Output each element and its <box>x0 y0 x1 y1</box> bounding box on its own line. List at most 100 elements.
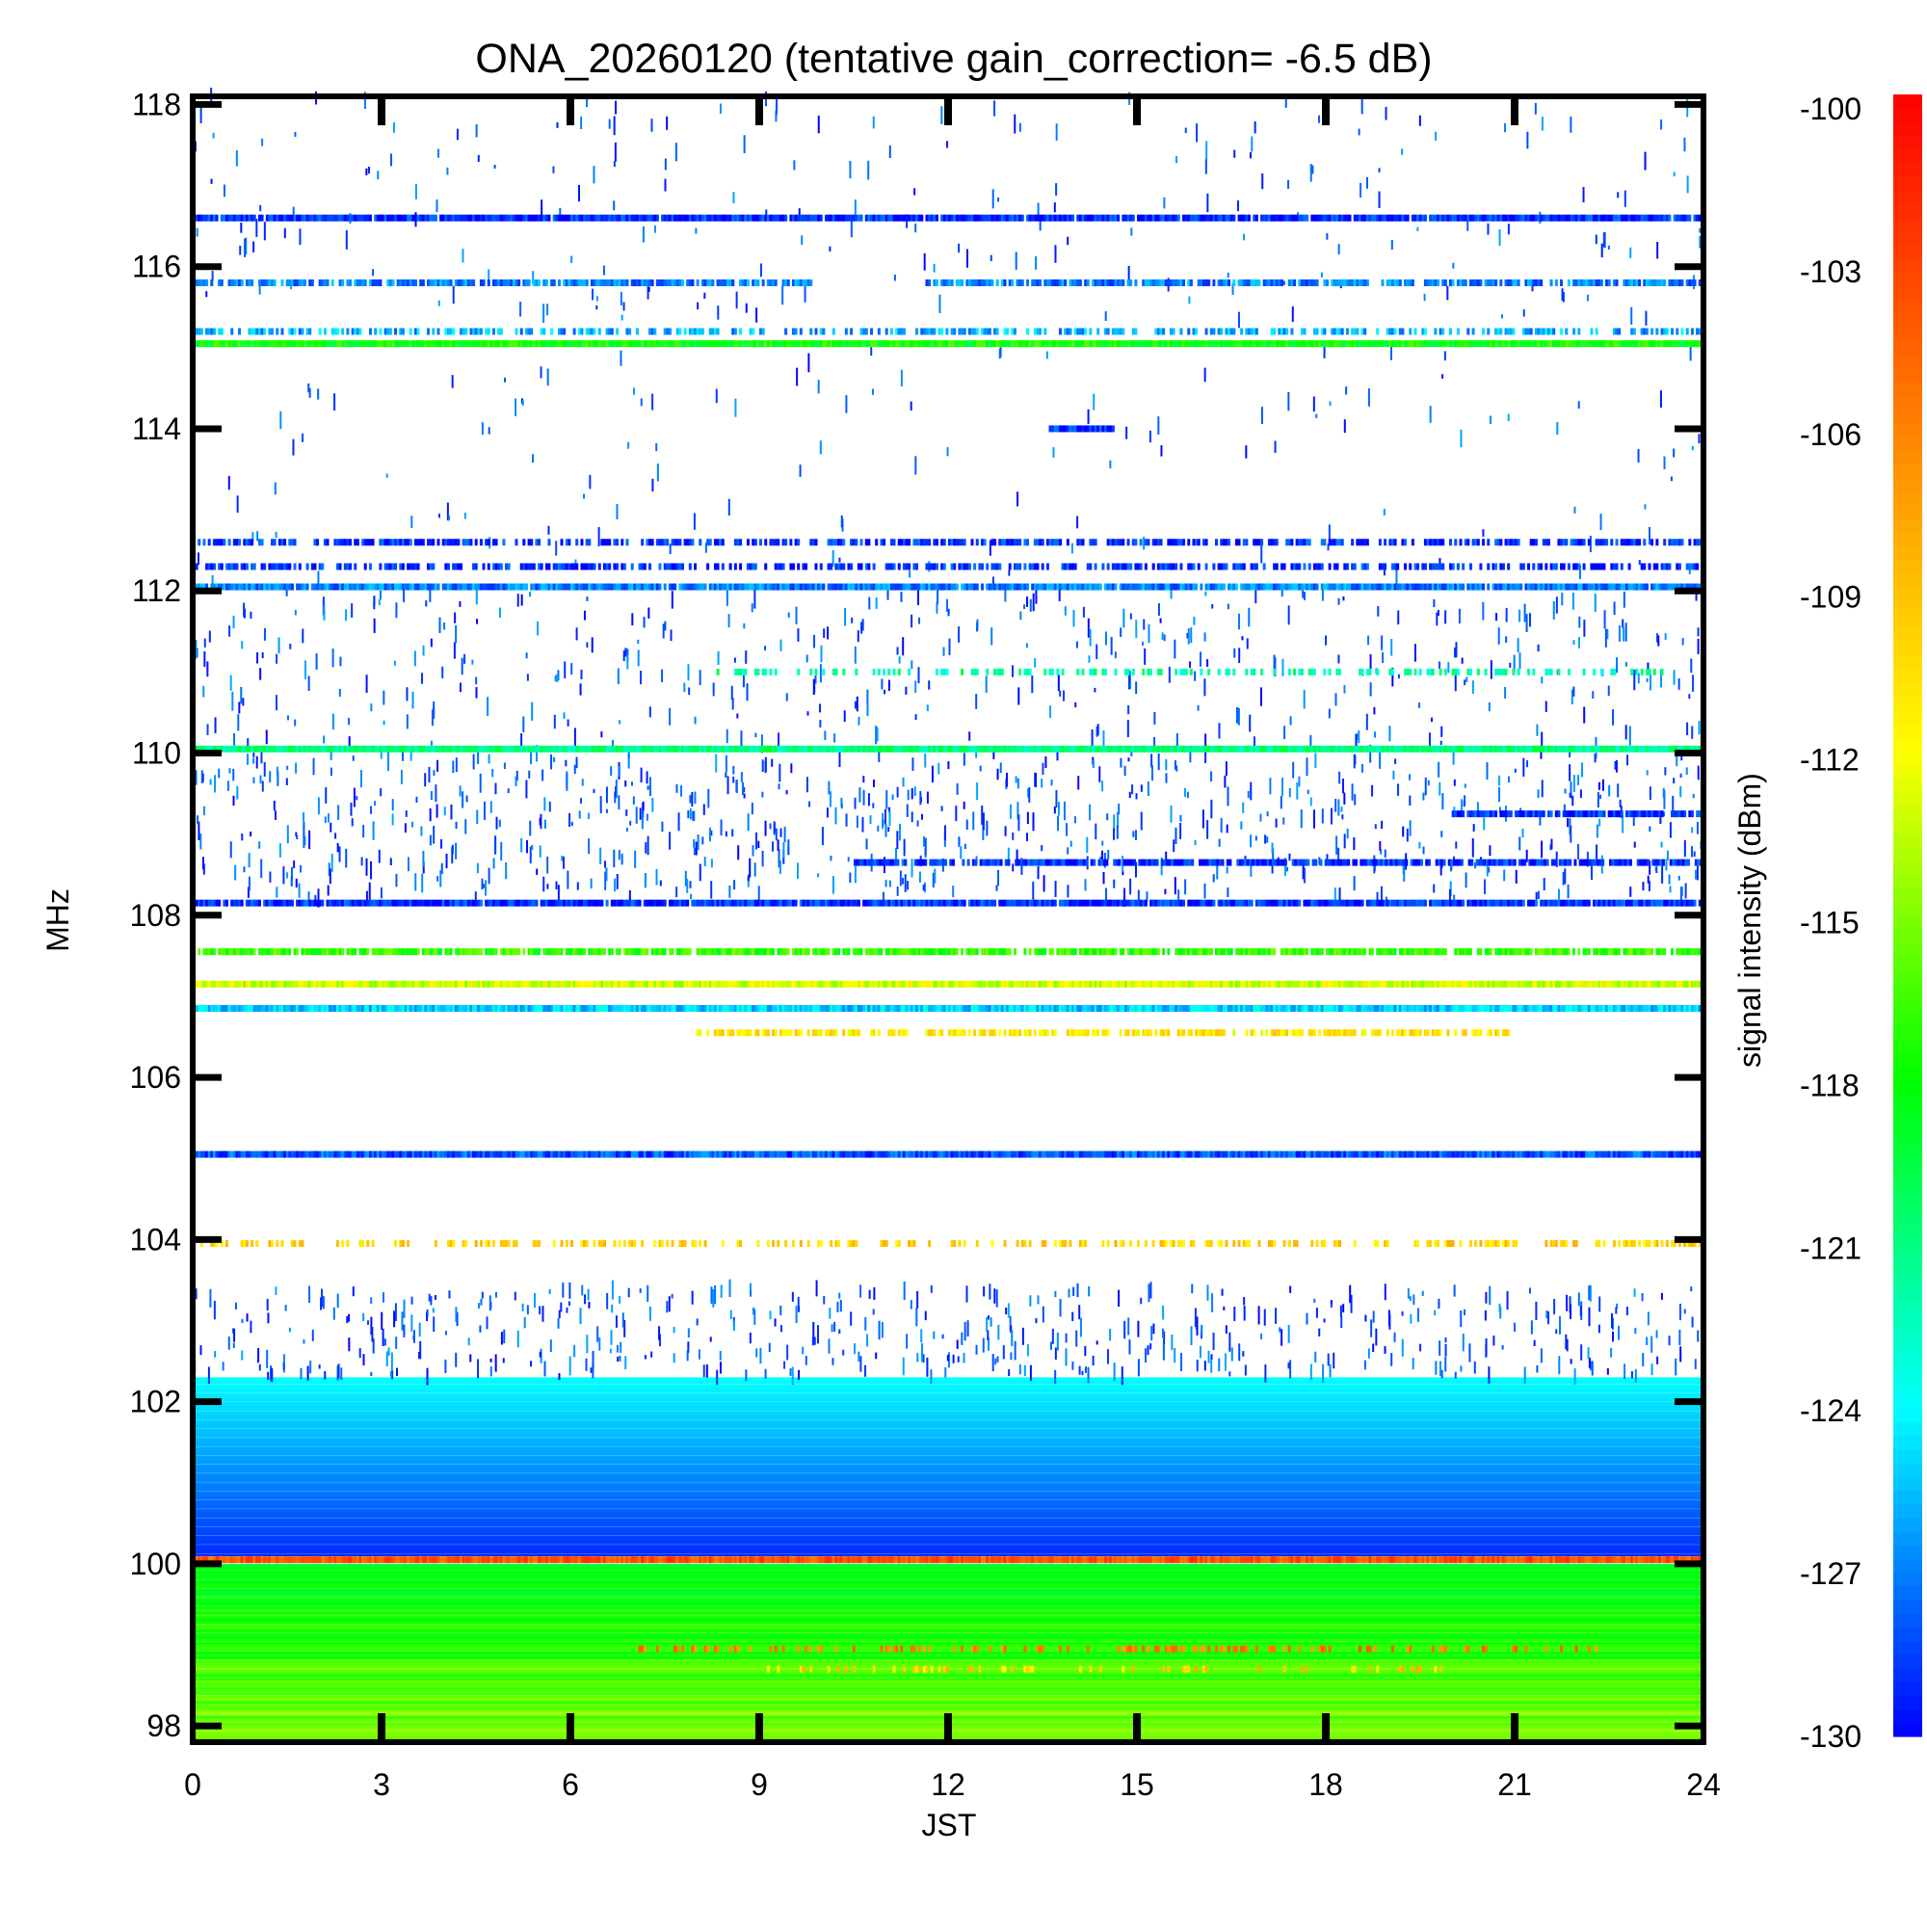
band-segment <box>321 214 325 222</box>
band-segment <box>1434 214 1438 222</box>
band-segment <box>691 340 695 348</box>
band-segment <box>288 539 292 546</box>
band-segment <box>1315 340 1319 348</box>
signal-blip <box>1238 613 1241 630</box>
band-segment <box>1139 214 1143 222</box>
band-segment <box>1398 279 1402 287</box>
band-segment <box>1023 539 1027 546</box>
band-segment <box>238 214 242 222</box>
signal-blip <box>710 830 713 836</box>
band-segment <box>404 539 408 546</box>
band-segment <box>1546 340 1550 348</box>
signal-blip <box>662 623 665 639</box>
band-segment <box>1574 563 1578 570</box>
band-segment <box>973 563 977 570</box>
band-segment <box>963 563 966 570</box>
band-segment <box>1466 539 1470 546</box>
band-segment <box>1439 340 1442 348</box>
band-segment <box>1315 279 1319 287</box>
signal-blip <box>464 819 467 834</box>
band-segment <box>271 539 275 546</box>
signal-blip <box>932 872 935 887</box>
band-segment <box>1540 563 1544 570</box>
signal-blip <box>982 1337 985 1353</box>
band-segment <box>1240 214 1244 222</box>
signal-blip <box>1578 637 1581 648</box>
band-segment <box>1356 340 1359 348</box>
signal-blip <box>1175 732 1178 746</box>
band-segment <box>1323 279 1327 287</box>
band-segment <box>805 279 808 287</box>
signal-blip <box>1174 877 1176 895</box>
signal-blip <box>1264 834 1267 844</box>
band-segment <box>1570 340 1573 348</box>
band-segment <box>308 214 312 222</box>
band-segment <box>724 214 727 222</box>
band-segment <box>610 340 614 348</box>
signal-blip <box>515 398 517 416</box>
signal-blip <box>1174 639 1176 659</box>
signal-blip <box>631 613 634 626</box>
band-segment <box>1073 340 1077 348</box>
band-segment <box>948 539 952 546</box>
band-segment <box>1439 214 1442 222</box>
signal-blip <box>1664 633 1667 641</box>
band-segment <box>1006 340 1010 348</box>
signal-blip <box>998 349 1001 359</box>
band-segment <box>590 340 594 348</box>
signal-blip <box>1645 310 1648 326</box>
band-segment <box>454 340 458 348</box>
signal-blip <box>635 807 638 824</box>
band-segment <box>429 563 433 570</box>
signal-blip <box>1174 1347 1176 1363</box>
signal-blip <box>213 1300 216 1320</box>
signal-blip <box>521 399 524 406</box>
signal-blip <box>644 872 647 888</box>
band-segment <box>260 340 264 348</box>
band-segment <box>1081 214 1085 222</box>
band-segment <box>1404 340 1408 348</box>
band-segment <box>552 563 556 570</box>
band-segment <box>1129 279 1133 287</box>
band-segment <box>499 563 503 570</box>
band-segment <box>713 539 717 546</box>
signal-blip <box>454 612 457 623</box>
band-segment <box>464 279 468 287</box>
signal-blip <box>882 891 884 904</box>
band-segment <box>774 279 778 287</box>
band-segment <box>1008 563 1012 570</box>
band-segment <box>920 539 924 546</box>
signal-blip <box>252 757 255 764</box>
signal-blip <box>1130 227 1133 236</box>
signal-blip <box>1522 309 1525 317</box>
signal-blip <box>805 1356 807 1365</box>
band-segment <box>585 539 589 546</box>
band-segment <box>1527 328 1531 335</box>
signal-blip <box>790 763 793 774</box>
band-segment <box>965 279 969 287</box>
band-segment <box>699 539 702 546</box>
band-segment <box>224 340 228 348</box>
band-segment <box>1192 214 1196 222</box>
signal-blip <box>1093 393 1095 410</box>
band-segment <box>1310 214 1314 222</box>
band-segment <box>1590 279 1594 287</box>
signal-blip <box>761 759 764 773</box>
band-segment <box>1240 328 1244 335</box>
band-segment <box>1696 340 1700 348</box>
band-segment <box>1123 563 1127 570</box>
signal-blip <box>1578 616 1581 628</box>
band-segment <box>749 563 752 570</box>
band-segment <box>472 214 476 222</box>
band-segment <box>1688 340 1692 348</box>
signal-blip <box>1363 1360 1366 1370</box>
signal-blip <box>1402 826 1405 837</box>
band-segment <box>585 214 589 222</box>
band-segment <box>512 279 515 287</box>
band-segment <box>940 214 944 222</box>
band-segment <box>1607 214 1611 222</box>
signal-blip <box>241 834 244 841</box>
signal-blip <box>946 447 949 457</box>
band-segment <box>568 563 571 570</box>
signal-blip <box>754 732 757 738</box>
